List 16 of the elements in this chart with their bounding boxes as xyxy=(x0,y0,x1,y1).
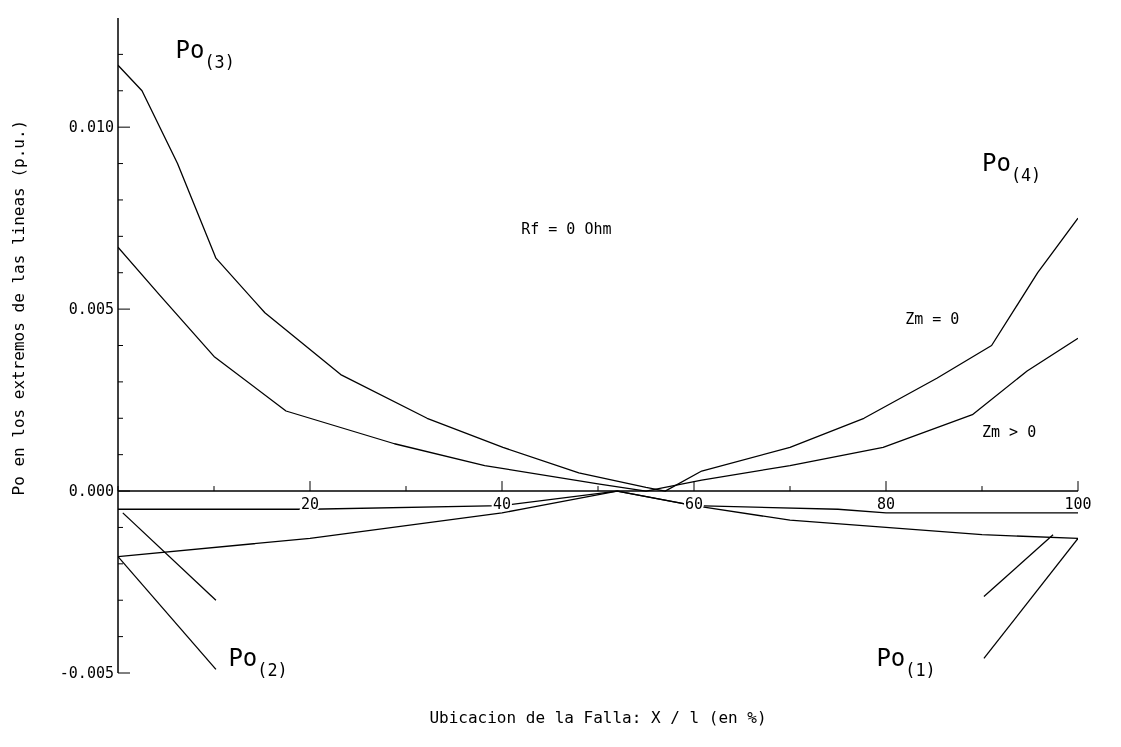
annotation: Po$_{(2)}$ xyxy=(228,643,288,680)
y-axis-title: Po en los extremos de las lineas (p.u.) xyxy=(8,119,28,496)
annotation: Po$_{(1)}$ xyxy=(876,643,936,680)
y-tick-label: 0.005 xyxy=(68,300,114,319)
y-tick-label: -0.005 xyxy=(59,664,114,682)
y-tick-label: 0.010 xyxy=(68,118,114,137)
x-tick-label: 80 xyxy=(876,495,896,514)
annotation: Rf = 0 Ohm xyxy=(521,220,612,239)
annotation: Po$_{(4)}$ xyxy=(982,148,1042,185)
annotation: Zm = 0 xyxy=(905,309,960,328)
annotation: Zm > 0 xyxy=(982,423,1037,442)
annotation: Po$_{(3)}$ xyxy=(175,35,235,72)
y-tick-label: 0.000 xyxy=(68,482,114,501)
x-tick-label: 100 xyxy=(1064,495,1092,514)
x-axis-title: Ubicacion de la Falla: X / l (en %) xyxy=(429,708,767,727)
x-tick-label: 20 xyxy=(300,495,320,514)
